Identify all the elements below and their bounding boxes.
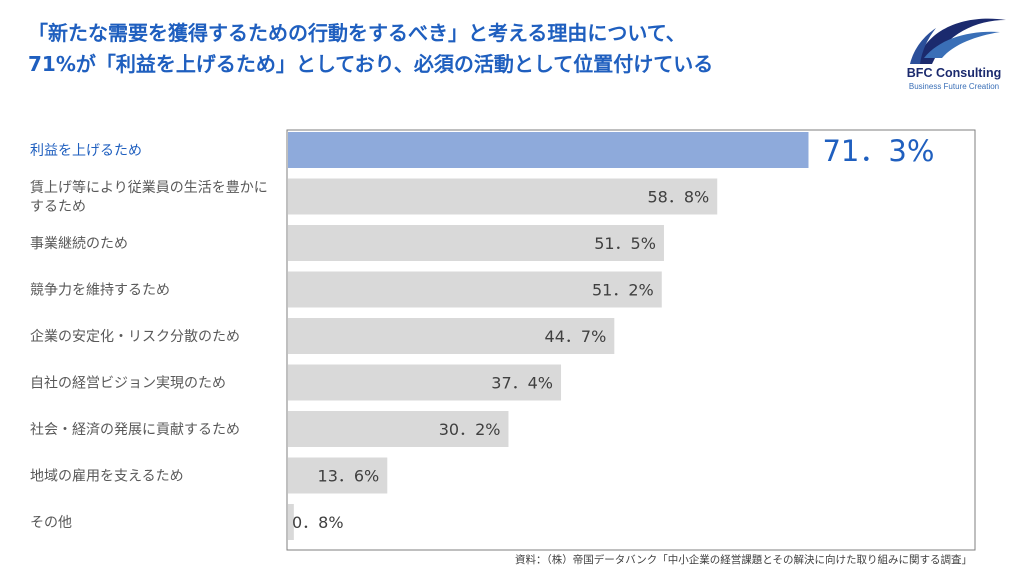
category-label: 地域の雇用を支えるため <box>30 468 184 485</box>
category-label: 賃上げ等により従業員の生活を豊かにするため <box>30 179 268 215</box>
logo-tagline: Business Future Creation <box>908 82 1000 91</box>
category-label: 企業の安定化・リスク分散のため <box>30 328 240 345</box>
bar-group: 利益を上げるため 71．3% 賃上げ等により従業員の生活を豊かにするため 58．8% 事… <box>30 132 934 540</box>
data-label: 71．3% <box>822 134 934 168</box>
category-label: 利益を上げるため <box>30 143 142 159</box>
data-label: 37．4% <box>491 374 553 393</box>
data-label: 13．6% <box>318 467 380 486</box>
category-label: その他 <box>30 515 72 531</box>
category-label: 社会・経済の発展に貢献するため <box>30 422 240 438</box>
category-label: 競争力を維持するため <box>30 283 170 299</box>
company-logo: BFC Consulting Business Future Creation <box>896 8 1012 100</box>
data-label: 44．7% <box>545 327 607 346</box>
bar <box>288 132 809 168</box>
logo-swoosh-icon <box>910 18 1006 64</box>
title-line-2: 71%が「利益を上げるため」としており、必須の活動として位置付けている <box>28 52 714 76</box>
bar <box>288 271 662 308</box>
source-note: 資料：（株）帝国データバンク「中小企業の経営課題とその解決に向けた取り組みに関す… <box>515 554 972 566</box>
category-label: 自社の経営ビジョン実現のため <box>30 376 226 392</box>
data-label: 58．8% <box>647 188 709 207</box>
data-label: 51．2% <box>592 281 654 300</box>
bar <box>288 504 294 540</box>
bar <box>288 364 562 401</box>
data-label: 0．8% <box>292 513 344 532</box>
logo-name: BFC Consulting <box>906 66 1002 80</box>
bar <box>288 225 664 261</box>
bar <box>288 178 718 215</box>
data-label: 51．5% <box>594 234 656 253</box>
data-label: 30．2% <box>439 420 501 439</box>
title-line-1: 「新たな需要を獲得するための行動をするべき」と考える理由について、 <box>28 21 686 45</box>
bar <box>288 457 388 494</box>
plot-frame <box>286 129 976 551</box>
bar <box>288 318 615 354</box>
chart-title: 「新たな需要を獲得するための行動をするべき」と考える理由について、 71%が「利… <box>28 18 908 80</box>
bar <box>288 411 509 447</box>
category-label: 事業継続のため <box>30 235 128 252</box>
